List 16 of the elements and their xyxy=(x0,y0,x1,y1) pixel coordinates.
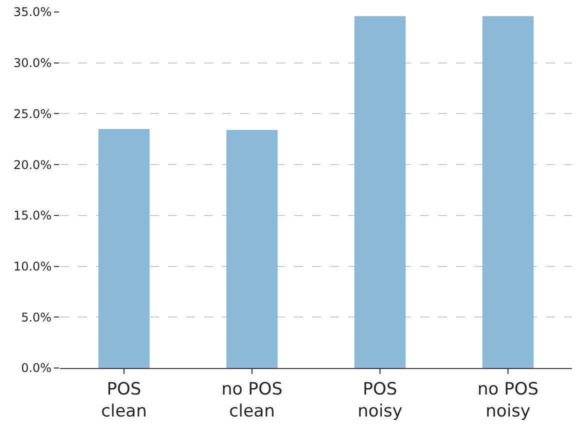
bar xyxy=(226,130,278,368)
x-tick-label: POS noisy xyxy=(358,379,402,422)
y-tick-label: 0.0% xyxy=(21,361,52,376)
y-tick-label: 5.0% xyxy=(21,310,52,324)
y-tick-label: 15.0% xyxy=(13,208,52,223)
x-tick-label: POS clean xyxy=(101,379,147,422)
x-tick-label: no POS noisy xyxy=(477,379,539,422)
y-tick-label: 35.0% xyxy=(13,5,52,20)
bar xyxy=(98,128,150,368)
y-tick-label: 20.0% xyxy=(13,158,52,172)
bar xyxy=(482,16,534,368)
y-tick-label: 30.0% xyxy=(13,56,52,70)
y-tick-label: 25.0% xyxy=(13,106,52,121)
x-tick-label: no POS clean xyxy=(221,379,283,422)
bar xyxy=(354,16,406,368)
y-tick-label: 10.0% xyxy=(13,259,52,274)
